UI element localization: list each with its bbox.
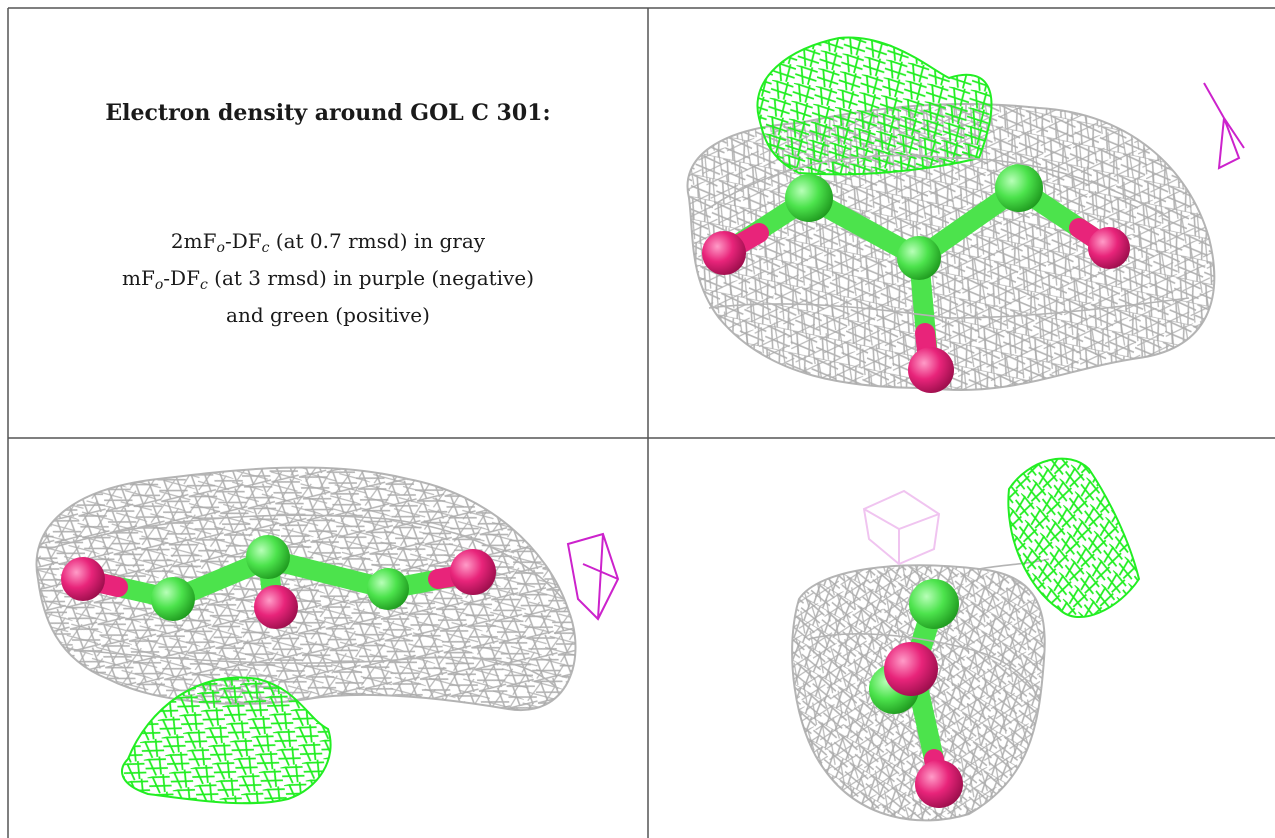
density-view-3 [649,439,1275,838]
density-view-1 [649,8,1275,438]
caption-cell: Electron density around GOL C 301: 2mFo-… [8,8,648,438]
density-view-1-image [686,36,1245,393]
legend-line-positive: and green (positive) [226,303,430,327]
caption-title: Electron density around GOL C 301: [105,100,551,126]
density-view-3-image [791,457,1141,822]
density-view-2-image [35,466,620,805]
caption-legend: 2mFo-DFc (at 0.7 rmsd) in gray mFo-DFc (… [8,226,648,330]
legend-line-fofc: mFo-DFc (at 3 rmsd) in purple (negative) [122,266,534,293]
legend-line-2fofc: 2mFo-DFc (at 0.7 rmsd) in gray [170,229,486,256]
density-view-2 [8,439,648,838]
